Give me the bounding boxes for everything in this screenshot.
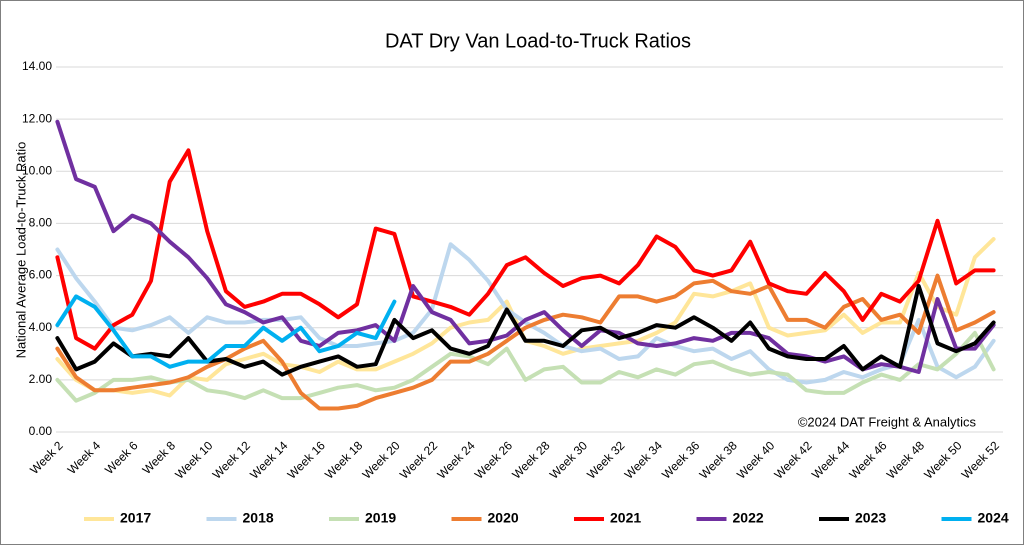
series-line <box>55 284 996 377</box>
legend-label: 2023 <box>855 510 886 526</box>
legend-label: 2020 <box>488 510 519 526</box>
y-tick-label: 12.00 <box>22 111 52 125</box>
series-line <box>55 119 996 374</box>
y-tick-label: 14.00 <box>22 59 52 73</box>
y-tick-label: 8.00 <box>29 216 53 230</box>
annotation: ©2024 DAT Freight & Analytics <box>798 414 977 429</box>
legend-label: 2024 <box>978 510 1009 526</box>
series-line <box>55 148 996 351</box>
series-line <box>55 273 996 411</box>
legend-label: 2021 <box>610 510 641 526</box>
legend-label: 2019 <box>365 510 396 526</box>
y-tick-label: 0.00 <box>29 424 53 438</box>
y-axis-label: National Average Load-to-Truck Ratio <box>13 142 28 359</box>
y-tick-label: 2.00 <box>29 372 53 386</box>
chart-title: DAT Dry Van Load-to-Truck Ratios <box>385 30 691 52</box>
legend-label: 2022 <box>733 510 764 526</box>
legend-label: 2018 <box>243 510 274 526</box>
y-tick-label: 4.00 <box>29 320 53 334</box>
y-tick-label: 6.00 <box>29 268 53 282</box>
y-tick-label: 10.00 <box>22 163 52 177</box>
series-line <box>55 330 996 403</box>
legend-label: 2017 <box>120 510 151 526</box>
series-line <box>55 294 397 369</box>
